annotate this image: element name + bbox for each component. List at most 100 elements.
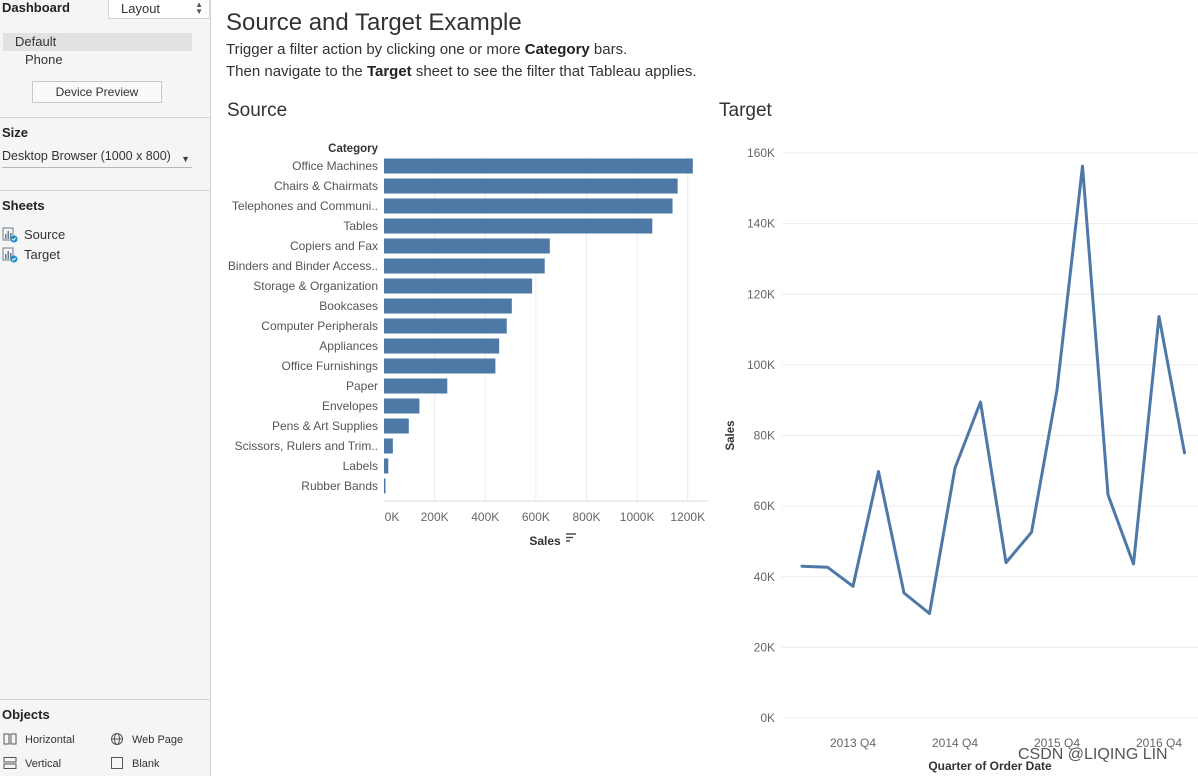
sheets-section-title: Sheets [2, 198, 45, 213]
category-label: Storage & Organization [253, 279, 378, 293]
bar [384, 458, 389, 474]
y-tick-label: 0K [760, 711, 775, 725]
x-tick-label: 400K [471, 510, 499, 524]
category-label: Telephones and Communi.. [232, 199, 378, 213]
size-dropdown-value: Desktop Browser (1000 x 800) [2, 149, 171, 163]
source-sheet-title: Source [227, 100, 288, 121]
object-horizontal[interactable]: Horizontal [3, 733, 75, 747]
bar [384, 218, 653, 234]
sales-line [800, 164, 1186, 615]
instruction-text: bars. [589, 41, 628, 58]
y-tick-label: 40K [754, 570, 775, 584]
updown-arrows-icon: ▲ ▼ [195, 0, 203, 16]
y-tick-label: 100K [747, 358, 775, 372]
bar [384, 438, 393, 454]
x-tick-label: 200K [421, 510, 449, 524]
bar [384, 258, 545, 274]
worksheet-used-icon [2, 227, 18, 243]
y-tick-label: 80K [754, 429, 775, 443]
bar [384, 478, 386, 494]
instruction-text: sheet to see the filter that Tableau app… [411, 63, 697, 80]
object-web-page[interactable]: Web Page [110, 733, 183, 747]
x-tick-label: 2016 Q4 [1136, 736, 1182, 750]
bar [384, 178, 678, 194]
instruction-text: Then navigate to the [226, 63, 367, 80]
device-item-phone[interactable]: Phone [25, 52, 63, 67]
divider [0, 699, 210, 700]
category-label: Tables [343, 219, 378, 233]
dashboard-side-panel: Dashboard Layout ▲ ▼ Default Phone Device… [0, 0, 211, 776]
watermark-text: CSDN @LIQING LIN [1018, 746, 1168, 763]
vertical-container-icon [3, 757, 17, 770]
sheet-label: Source [24, 227, 66, 242]
y-tick-label: 60K [754, 499, 775, 513]
object-blank[interactable]: Blank [110, 757, 160, 771]
instruction-bold: Target [366, 63, 412, 80]
bar [384, 158, 693, 174]
worksheet-used-icon [2, 247, 18, 263]
dropdown-caret-icon: ▼ [181, 154, 190, 164]
category-label: Copiers and Fax [290, 239, 378, 253]
bar [384, 278, 533, 294]
tab-layout[interactable]: Layout ▲ ▼ [108, 0, 210, 19]
dashboard-title: Source and Target Example [226, 9, 522, 36]
divider [0, 117, 210, 118]
sheet-label: Target [24, 247, 61, 262]
instruction-text: Trigger a filter action by clicking one … [226, 41, 525, 58]
x-tick-label: 800K [572, 510, 600, 524]
x-tick-label: 2014 Q4 [932, 736, 978, 750]
category-label: Paper [346, 379, 378, 393]
y-tick-label: 140K [747, 217, 775, 231]
category-label: Office Machines [292, 159, 378, 173]
dashboard-instruction-2: Then navigate to the Target sheet to see… [226, 62, 697, 82]
y-tick-label: 120K [747, 287, 775, 301]
bar [384, 198, 673, 214]
category-label: Labels [343, 459, 378, 473]
globe-icon [111, 733, 123, 746]
x-tick-label: 1000K [620, 510, 655, 524]
object-label: Horizontal [25, 734, 75, 746]
device-preview-button[interactable]: Device Preview [32, 81, 162, 103]
y-tick-label: 20K [754, 640, 775, 654]
category-label: Binders and Binder Access.. [228, 259, 378, 273]
horizontal-container-icon [3, 733, 17, 745]
bar [384, 318, 507, 334]
object-label: Web Page [132, 734, 184, 746]
divider [0, 190, 210, 191]
objects-section-title: Objects [2, 707, 50, 722]
bar [384, 238, 550, 254]
category-label: Envelopes [322, 399, 378, 413]
x-tick-label: 2013 Q4 [830, 736, 876, 750]
x-tick-label: 600K [522, 510, 550, 524]
sheet-item-source[interactable]: Source [2, 226, 65, 244]
category-label: Bookcases [319, 299, 378, 313]
category-label: Rubber Bands [301, 479, 378, 493]
size-section-title: Size [2, 125, 29, 140]
x-axis-title: Sales [529, 534, 561, 548]
bar [384, 358, 496, 374]
x-tick-label: 2015 Q4 [1034, 736, 1080, 750]
panel-tabbar: Dashboard Layout ▲ ▼ [0, 0, 210, 21]
target-line-chart: 0K 20K 40K 60K 80K 100K 120K 140K 160K Sales 2013 … [725, 146, 1198, 773]
x-tick-label: 0K [385, 510, 400, 524]
sheet-item-target[interactable]: Target [2, 246, 60, 264]
category-label: Chairs & Chairmats [274, 179, 378, 193]
dashboard-instruction-1: Trigger a filter action by clicking one … [226, 40, 627, 60]
y-tick-label: 160K [747, 146, 775, 160]
blank-object-icon [111, 757, 123, 770]
instruction-bold: Category [524, 41, 590, 58]
tab-dashboard[interactable]: Dashboard [2, 0, 70, 15]
bar [384, 338, 500, 354]
bar [384, 298, 512, 314]
category-label: Computer Peripherals [261, 319, 378, 333]
source-bar-chart[interactable]: Category Office Machines Chairs & Chairmat… [212, 130, 712, 560]
device-item-default[interactable]: Default [3, 33, 192, 51]
object-vertical[interactable]: Vertical [3, 757, 61, 771]
bar [384, 378, 448, 394]
category-label: Office Furnishings [282, 359, 379, 373]
size-dropdown[interactable]: Desktop Browser (1000 x 800) ▼ [2, 148, 192, 168]
category-header: Category [328, 143, 378, 155]
bar [384, 398, 420, 414]
category-label: Appliances [319, 339, 378, 353]
category-label: Pens & Art Supplies [272, 419, 378, 433]
